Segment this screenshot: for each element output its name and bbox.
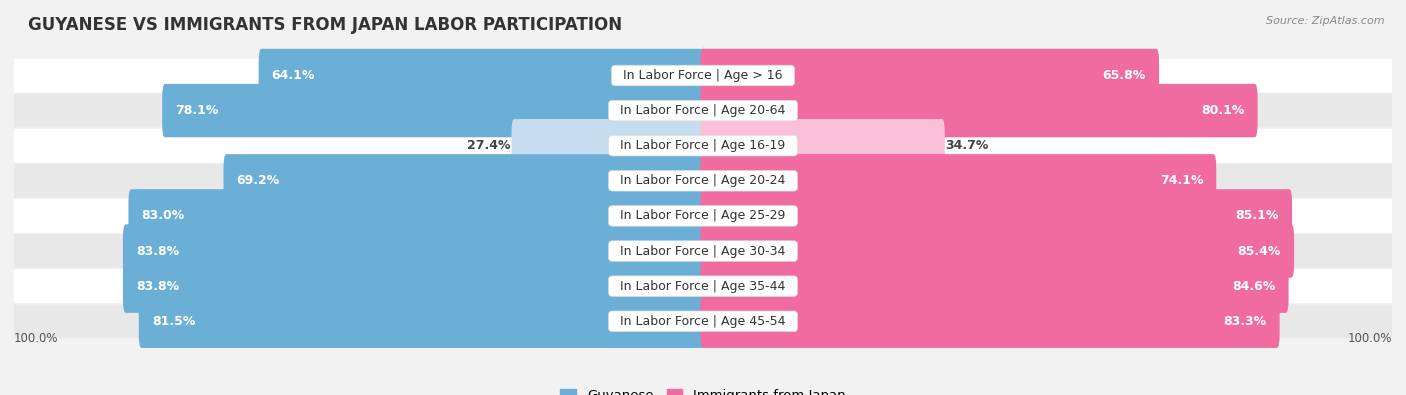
Legend: Guyanese, Immigrants from Japan: Guyanese, Immigrants from Japan — [555, 384, 851, 395]
FancyBboxPatch shape — [139, 295, 706, 348]
Text: GUYANESE VS IMMIGRANTS FROM JAPAN LABOR PARTICIPATION: GUYANESE VS IMMIGRANTS FROM JAPAN LABOR … — [28, 16, 623, 34]
Text: 100.0%: 100.0% — [1347, 332, 1392, 345]
Text: In Labor Force | Age > 16: In Labor Force | Age > 16 — [616, 69, 790, 82]
FancyBboxPatch shape — [700, 49, 1159, 102]
FancyBboxPatch shape — [14, 269, 1392, 303]
Text: In Labor Force | Age 16-19: In Labor Force | Age 16-19 — [613, 139, 793, 152]
FancyBboxPatch shape — [14, 234, 1392, 268]
Text: 80.1%: 80.1% — [1201, 104, 1244, 117]
FancyBboxPatch shape — [122, 224, 706, 278]
FancyBboxPatch shape — [700, 260, 1289, 313]
Text: 78.1%: 78.1% — [176, 104, 219, 117]
Text: Source: ZipAtlas.com: Source: ZipAtlas.com — [1267, 16, 1385, 26]
Text: 85.4%: 85.4% — [1237, 245, 1281, 258]
FancyBboxPatch shape — [224, 154, 706, 207]
FancyBboxPatch shape — [122, 260, 706, 313]
Text: 27.4%: 27.4% — [467, 139, 510, 152]
FancyBboxPatch shape — [512, 119, 706, 172]
Text: 34.7%: 34.7% — [945, 139, 988, 152]
FancyBboxPatch shape — [162, 84, 706, 137]
Text: In Labor Force | Age 35-44: In Labor Force | Age 35-44 — [612, 280, 794, 293]
Text: 64.1%: 64.1% — [271, 69, 315, 82]
FancyBboxPatch shape — [14, 199, 1392, 233]
Text: 69.2%: 69.2% — [236, 174, 280, 187]
Text: 84.6%: 84.6% — [1232, 280, 1275, 293]
FancyBboxPatch shape — [700, 119, 945, 172]
Text: In Labor Force | Age 30-34: In Labor Force | Age 30-34 — [612, 245, 794, 258]
Text: 100.0%: 100.0% — [14, 332, 59, 345]
Text: 83.8%: 83.8% — [136, 280, 179, 293]
FancyBboxPatch shape — [700, 154, 1216, 207]
FancyBboxPatch shape — [700, 224, 1294, 278]
FancyBboxPatch shape — [14, 164, 1392, 198]
Text: In Labor Force | Age 20-24: In Labor Force | Age 20-24 — [612, 174, 794, 187]
FancyBboxPatch shape — [14, 58, 1392, 92]
FancyBboxPatch shape — [14, 94, 1392, 128]
FancyBboxPatch shape — [700, 189, 1292, 243]
Text: 83.0%: 83.0% — [142, 209, 184, 222]
FancyBboxPatch shape — [14, 305, 1392, 338]
Text: 83.3%: 83.3% — [1223, 315, 1267, 328]
FancyBboxPatch shape — [700, 84, 1257, 137]
FancyBboxPatch shape — [700, 295, 1279, 348]
Text: 85.1%: 85.1% — [1236, 209, 1279, 222]
Text: 65.8%: 65.8% — [1102, 69, 1146, 82]
Text: In Labor Force | Age 25-29: In Labor Force | Age 25-29 — [612, 209, 794, 222]
FancyBboxPatch shape — [14, 129, 1392, 163]
Text: In Labor Force | Age 45-54: In Labor Force | Age 45-54 — [612, 315, 794, 328]
FancyBboxPatch shape — [128, 189, 706, 243]
Text: In Labor Force | Age 20-64: In Labor Force | Age 20-64 — [612, 104, 794, 117]
FancyBboxPatch shape — [259, 49, 706, 102]
Text: 81.5%: 81.5% — [152, 315, 195, 328]
Text: 83.8%: 83.8% — [136, 245, 179, 258]
Text: 74.1%: 74.1% — [1160, 174, 1204, 187]
